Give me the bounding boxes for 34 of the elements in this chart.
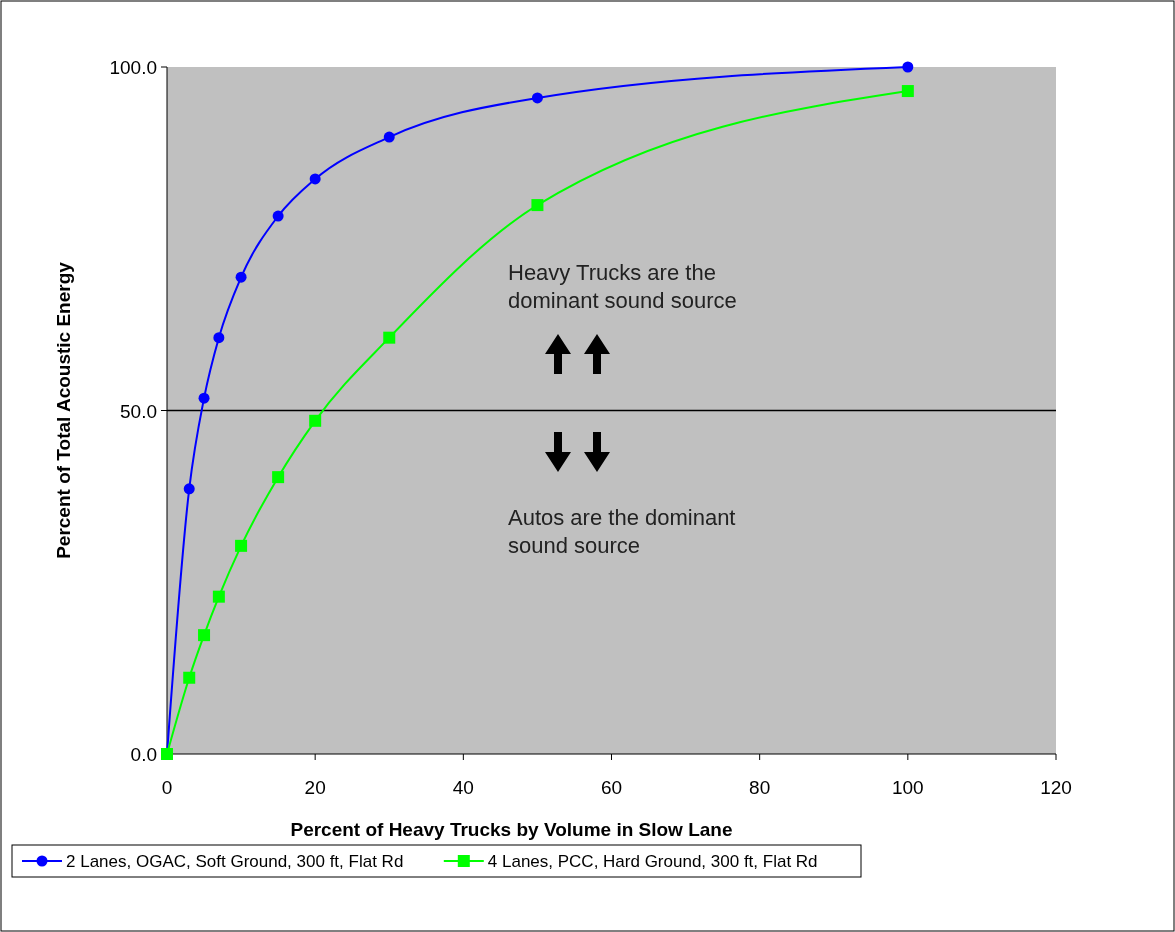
point	[183, 483, 195, 495]
x-axis-title: Percent of Heavy Trucks by Volume in Slow Lane	[290, 819, 733, 840]
x-tick-label: 60	[600, 777, 623, 798]
point	[272, 210, 284, 222]
point	[272, 471, 285, 484]
x-tick-label: 20	[304, 777, 326, 798]
point	[309, 414, 322, 427]
point	[901, 85, 914, 98]
legend-label: 2 Lanes, OGAC, Soft Ground, 300 ft, Flat Rd	[66, 852, 404, 871]
point	[383, 131, 395, 143]
point	[383, 331, 396, 344]
point	[198, 392, 210, 404]
point	[235, 271, 247, 283]
x-tick-label: 40	[452, 777, 474, 798]
annotation: Autos are the dominant sound source	[508, 505, 736, 558]
point	[235, 539, 248, 552]
x-tick-label: 120	[1040, 777, 1072, 798]
point	[531, 199, 544, 212]
point	[309, 173, 321, 185]
y-tick-label: 0.0	[130, 744, 157, 765]
legend-label: 4 Lanes, PCC, Hard Ground, 300 ft, Flat Rd	[487, 852, 818, 871]
point	[198, 629, 211, 642]
point	[213, 332, 225, 344]
y-tick-label: 100.0	[109, 57, 157, 78]
x-tick-label: 0	[161, 777, 173, 798]
point	[183, 671, 196, 684]
x-tick-label: 100	[891, 777, 924, 798]
x-tick-label: 80	[749, 777, 771, 798]
point	[212, 590, 225, 603]
y-tick-label: 50.0	[120, 400, 157, 422]
annotation: Heavy Trucks are the dominant sound source	[508, 260, 737, 313]
point	[902, 61, 914, 73]
point	[531, 92, 543, 104]
y-axis-title: Percent of Total Acoustic Energy	[53, 261, 74, 559]
